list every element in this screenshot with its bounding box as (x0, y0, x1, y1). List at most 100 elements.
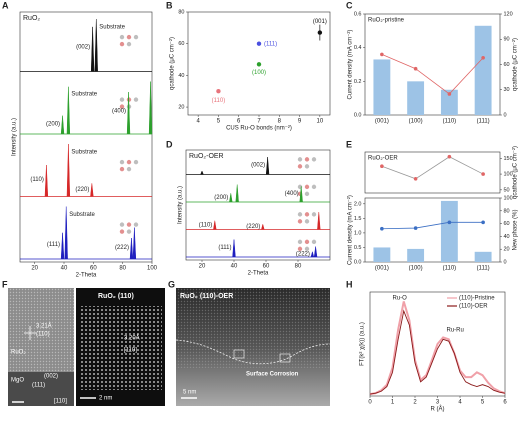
axis-label: Current density (mA cm⁻²) (348, 195, 354, 265)
image-label: 3.20Å (124, 335, 140, 342)
surface-line (175, 339, 331, 365)
legend-label: (110)-OER (459, 304, 488, 310)
xrd-peak (129, 237, 134, 260)
crystal-atom (297, 164, 303, 169)
crystal-atom (304, 191, 310, 197)
image-label: (110) (36, 332, 50, 338)
point-label: (110) (212, 98, 226, 104)
x-tick-label: (111) (477, 266, 490, 272)
crystal-atom (119, 104, 125, 109)
xrd-peak (265, 156, 270, 175)
substrate-region (8, 372, 74, 406)
x-tick-label: 5 (481, 400, 485, 406)
axis-label: qcathode (μC cm⁻²) (513, 146, 519, 199)
x-tick-label: 6 (503, 400, 507, 406)
line-marker (481, 55, 485, 60)
scatter-point (216, 89, 221, 94)
crystal-atom (304, 239, 310, 245)
y-tick-label: 40 (504, 234, 510, 240)
xrd-peak (299, 186, 303, 203)
y-tick-label: 40 (178, 73, 184, 79)
image-label: MgO (11, 378, 24, 384)
x-tick-label: 60 (90, 266, 97, 272)
axis-label: qcathode (μC cm⁻²) (170, 37, 176, 90)
x-tick-label: 5 (217, 119, 221, 125)
axis-label: 2-Theta (76, 273, 97, 279)
plot-frame (19, 11, 153, 263)
panel-letter: D (166, 139, 173, 149)
peak-label: (110) (199, 222, 213, 228)
crystal-atom (126, 159, 132, 165)
line-marker (413, 226, 418, 230)
chart-title: RuO₂-pristine (368, 18, 405, 24)
peak-label: (200) (46, 121, 60, 127)
axis-label: 2-Theta (248, 271, 269, 277)
peak-label: Substrate (69, 212, 95, 218)
x-tick-label: (100) (409, 119, 423, 125)
axis-label: Current density (mA cm⁻²) (348, 30, 354, 100)
panel-letter: B (166, 0, 173, 10)
crystal-atom (304, 246, 310, 252)
axis-label: Intensity (a.u.) (178, 186, 184, 224)
point-label: (100) (252, 70, 266, 76)
y-tick-label: 0.2 (354, 79, 362, 85)
crystal-atom (119, 166, 125, 172)
y-tick-label: 0.4 (354, 45, 362, 51)
y-tick-label: 20 (504, 247, 510, 253)
axis-label: FT(k² χ(k)) (a.u.) (360, 322, 366, 366)
xrd-peak (66, 143, 71, 197)
xrd-peak (44, 164, 49, 197)
y-tick-label: 0.5 (354, 245, 362, 251)
y-tick-label: 100 (504, 195, 513, 201)
panel-letter: C (346, 0, 353, 10)
crystal-atom (304, 219, 310, 224)
crystal-atom (297, 157, 303, 162)
lattice (8, 288, 74, 372)
bar (440, 200, 458, 262)
x-tick-label: (110) (443, 266, 457, 272)
image-label: [110] (124, 348, 137, 354)
y-tick-label: 150 (504, 156, 513, 162)
sample-label: RuO₂-OER (189, 153, 224, 160)
panel-letter: E (346, 139, 352, 149)
crystal-atom (119, 229, 125, 234)
bar (407, 248, 425, 262)
image-label: RuO₂ (11, 350, 26, 356)
y-tick-label: 0 (504, 112, 507, 118)
x-tick-label: (001) (375, 266, 389, 272)
y-tick-label: 50 (504, 187, 510, 193)
line (381, 221, 484, 230)
axis-label: CUS Ru-O bonds (nm⁻²) (226, 126, 292, 132)
x-tick-label: 20 (199, 264, 206, 270)
image-label: (002) (44, 374, 58, 380)
y-tick-label: 120 (504, 11, 513, 17)
image-label: 3.21Å (36, 323, 52, 330)
peak-label: (002) (76, 45, 90, 51)
line-marker (447, 154, 452, 159)
x-tick-label: 4 (458, 400, 462, 406)
xrd-peak (317, 211, 321, 230)
y-tick-label: 2.0 (354, 201, 362, 207)
panel-letter: F (2, 279, 8, 289)
xrd-peak (313, 246, 318, 258)
x-tick-label: 100 (147, 266, 158, 272)
x-tick-label: 80 (295, 264, 302, 270)
x-tick-label: (001) (375, 119, 389, 125)
annotation: Ru-O (393, 296, 408, 302)
bar (373, 247, 391, 262)
crystal-atom (133, 222, 139, 227)
crystal-atom (304, 157, 310, 162)
line-marker (413, 177, 418, 181)
y-tick-label: 0 (504, 259, 507, 265)
peak-label: (111) (218, 245, 231, 251)
crystal-atom (297, 219, 303, 224)
xrd-peak (94, 18, 98, 72)
line-marker (447, 92, 452, 96)
image-label: [110] (54, 399, 67, 405)
xrd-peak (229, 193, 233, 203)
xrd-peak (261, 223, 265, 230)
crystal-atom (297, 246, 303, 252)
y-tick-label: 1.5 (354, 216, 362, 222)
crystal-atom (126, 222, 132, 227)
